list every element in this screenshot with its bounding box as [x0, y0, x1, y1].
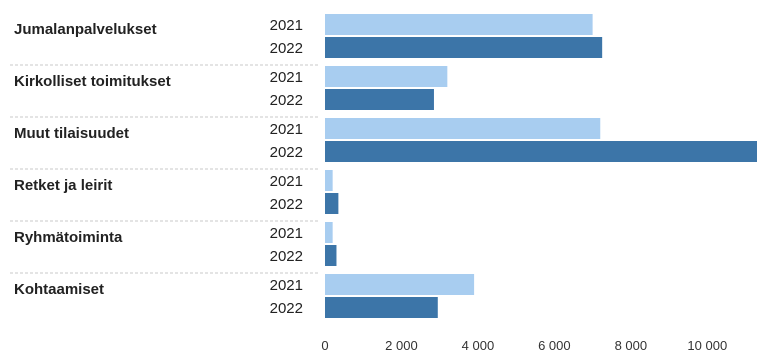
- series-label-2021: 2021: [270, 173, 303, 190]
- bars: [325, 14, 757, 318]
- series-labels: 2021 2022 2021 2022 2021 2022 2021 2022 2021 2022…: [270, 17, 303, 317]
- category-label-kirkolliset-toimitukset: Kirkolliset toimitukset: [14, 73, 171, 90]
- category-label-kohtaamiset: Kohtaamiset: [14, 281, 104, 298]
- bar-muut-tilaisuudet-2021: [325, 118, 601, 139]
- bar-muut-tilaisuudet-2022: [325, 141, 757, 162]
- series-label-2021: 2021: [270, 121, 303, 138]
- x-tick-label: 0: [321, 338, 328, 353]
- category-label-muut-tilaisuudet: Muut tilaisuudet: [14, 125, 129, 142]
- category-label-ryhmatoiminta: Ryhmätoiminta: [14, 229, 123, 246]
- series-label-2022: 2022: [270, 248, 303, 265]
- category-label-jumalanpalvelukset: Jumalanpalvelukset: [14, 21, 157, 38]
- series-label-2022: 2022: [270, 196, 303, 213]
- bar-jumalanpalvelukset-2022: [325, 37, 603, 58]
- series-label-2022: 2022: [270, 92, 303, 109]
- x-tick-label: 10 000: [687, 338, 727, 353]
- x-tick-label: 6 000: [538, 338, 571, 353]
- bar-kirkolliset-toimitukset-2022: [325, 89, 434, 110]
- bar-kohtaamiset-2021: [325, 274, 475, 295]
- series-label-2021: 2021: [270, 17, 303, 34]
- x-tick-label: 2 000: [385, 338, 418, 353]
- bar-kohtaamiset-2022: [325, 297, 438, 318]
- category-separators: [10, 64, 320, 274]
- series-label-2022: 2022: [270, 300, 303, 317]
- x-axis-ticks: 0 2 000 4 000 6 000 8 000 10 000: [321, 338, 727, 353]
- category-label-retket-ja-leirit: Retket ja leirit: [14, 177, 112, 194]
- series-label-2022: 2022: [270, 40, 303, 57]
- x-tick-label: 4 000: [462, 338, 495, 353]
- bar-ryhmatoiminta-2021: [325, 222, 333, 243]
- bar-jumalanpalvelukset-2021: [325, 14, 593, 35]
- bar-ryhmatoiminta-2022: [325, 245, 337, 266]
- series-label-2021: 2021: [270, 277, 303, 294]
- series-label-2021: 2021: [270, 69, 303, 86]
- series-label-2021: 2021: [270, 225, 303, 242]
- series-label-2022: 2022: [270, 144, 303, 161]
- x-tick-label: 8 000: [615, 338, 648, 353]
- bar-retket-ja-leirit-2022: [325, 193, 339, 214]
- bar-retket-ja-leirit-2021: [325, 170, 333, 191]
- bar-kirkolliset-toimitukset-2021: [325, 66, 448, 87]
- category-labels: Jumalanpalvelukset Kirkolliset toimitukse…: [14, 21, 171, 298]
